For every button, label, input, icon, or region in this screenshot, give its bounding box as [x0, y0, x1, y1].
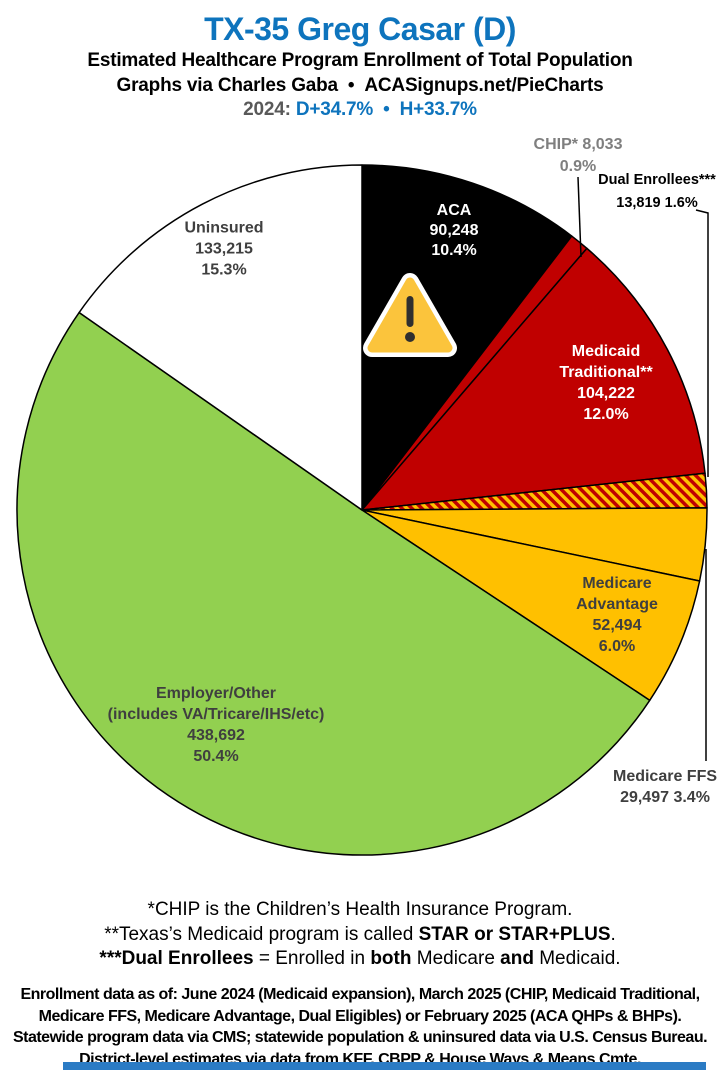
chip-leader-line — [577, 176, 582, 258]
partisan-h-lean: H+33.7% — [399, 99, 477, 120]
source-notes: Enrollment data as of: June 2024 (Medica… — [0, 984, 720, 1070]
segment-name: Employer/Other — [155, 685, 277, 702]
segment-name: Medicaid Traditional** — [559, 343, 653, 381]
pie-slice-employer-other — [16, 311, 651, 856]
pie-slice-uninsured — [78, 164, 363, 511]
segment-pct: 15.3% — [201, 261, 247, 279]
label-chip: CHIP* 8,033 0.9% — [534, 134, 623, 178]
footnote-chip: *CHIP is the Children’s Health Insurance… — [147, 899, 573, 920]
label-dual-enrollees: Dual Enrollees*** 13,819 1.6% — [598, 169, 716, 215]
footnote-dual: ***Dual Enrollees = Enrolled in both Med… — [99, 948, 621, 969]
segment-pct: 0.9% — [559, 158, 597, 175]
subtitle-line1: Estimated Healthcare Program Enrollment … — [87, 50, 633, 71]
source-line: Enrollment data as of: June 2024 (Medica… — [20, 986, 700, 1003]
segment-name-value: CHIP* 8,033 — [534, 134, 623, 156]
page-title: TX-35 Greg Casar (D) — [204, 11, 516, 47]
segment-name: Medicare FFS — [612, 768, 718, 785]
bottom-accent-bar — [63, 1062, 706, 1070]
segment-value: 104,222 — [577, 385, 635, 402]
segment-value: 438,692 — [187, 727, 245, 744]
segment-subname: (includes VA/Tricare/IHS/etc) — [107, 706, 325, 723]
segment-value: 52,494 — [592, 617, 642, 634]
label-uninsured: Uninsured 133,215 15.3% — [184, 218, 263, 281]
source-line: Statewide program data via CMS; statewid… — [12, 1029, 708, 1046]
segment-value: 13,819 — [616, 195, 661, 211]
segment-name: Medicare Advantage — [576, 575, 658, 613]
footnote-medicaid: **Texas’s Medicaid program is called STA… — [104, 923, 616, 945]
segment-value: 90,248 — [429, 222, 479, 239]
dual-leader-line — [695, 209, 709, 477]
site-text: ACASignups.net/PieCharts — [364, 75, 604, 96]
label-medicare-ffs: Medicare FFS 29,497 3.4% — [613, 766, 717, 808]
segment-value-pct: 29,497 3.4% — [613, 787, 717, 808]
label-medicare-advantage: Medicare Advantage 52,494 6.0% — [562, 573, 672, 657]
warning-icon — [363, 273, 457, 357]
segment-value: 133,215 — [195, 240, 253, 258]
segment-pct: 12.0% — [583, 406, 629, 423]
credit-text: Graphs via Charles Gaba — [116, 75, 339, 96]
label-medicaid-traditional: Medicaid Traditional** 104,222 12.0% — [536, 341, 676, 425]
segment-pct: 10.4% — [431, 242, 477, 259]
partisan-year: 2024: — [243, 99, 291, 120]
pie-slice-aca — [361, 164, 573, 511]
source-line: Medicare FFS, Medicare Advantage, Dual E… — [38, 1007, 682, 1025]
pie-slice-medicaid-traditional — [361, 247, 706, 511]
header: TX-35 Greg Casar (D) Estimated Healthcar… — [0, 0, 720, 121]
segment-pct: 3.4% — [673, 789, 710, 806]
bullet-separator: • — [347, 75, 355, 96]
segment-value: 29,497 — [620, 789, 669, 806]
segment-name: Uninsured — [184, 219, 264, 237]
segment-pct: 6.0% — [598, 638, 636, 655]
segment-value: 8,033 — [582, 136, 623, 153]
segment-name: ACA — [436, 202, 472, 219]
bullet-separator: • — [383, 99, 390, 120]
segment-value-pct: 13,819 1.6% — [598, 192, 716, 215]
segment-name: Dual Enrollees*** — [598, 172, 716, 188]
subtitle-line2: Graphs via Charles Gaba • ACASignups.net/P… — [0, 73, 720, 98]
partisan-dem-lean: D+34.7% — [295, 99, 374, 120]
pie-slice-medicare-advantage — [361, 509, 701, 702]
footnotes: *CHIP is the Children’s Health Insurance… — [0, 898, 720, 972]
segment-pct: 1.6% — [664, 195, 698, 211]
label-employer-other: Employer/Other (includes VA/Tricare/IHS/… — [66, 683, 366, 767]
segment-pct: 50.4% — [193, 748, 239, 765]
segment-name: CHIP* — [533, 136, 578, 153]
label-aca: ACA 90,248 10.4% — [430, 201, 479, 261]
partisan-lean-line: 2024: D+34.7% • H+33.7% — [0, 98, 720, 121]
